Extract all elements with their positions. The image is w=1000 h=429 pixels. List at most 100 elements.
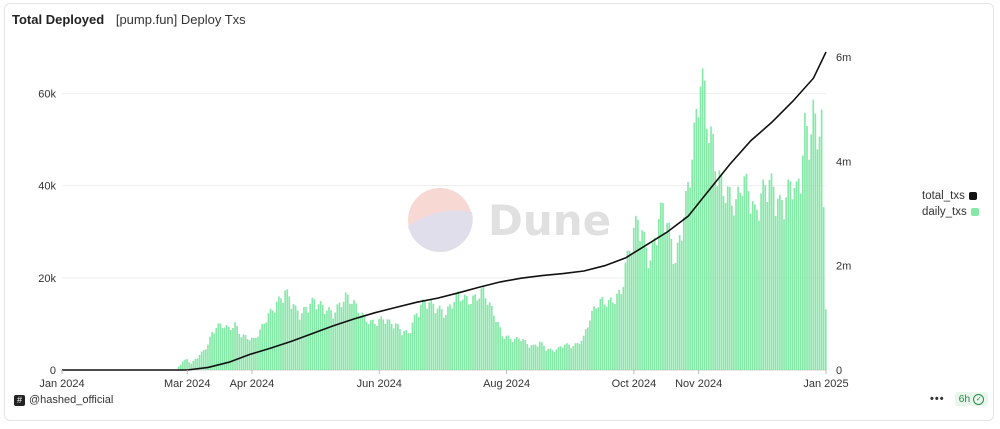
daily-bar — [313, 299, 316, 370]
daily-bar — [342, 301, 345, 370]
daily-bar — [728, 187, 731, 370]
daily-bar — [751, 201, 754, 370]
daily-bar — [789, 181, 792, 370]
daily-bar — [768, 180, 771, 370]
refresh-interval: 6h — [958, 393, 971, 405]
daily-bar — [524, 340, 527, 370]
daily-bar — [737, 186, 739, 370]
daily-bar — [422, 299, 424, 370]
daily-bar — [820, 109, 823, 371]
chart-legend: total_txs daily_txs — [922, 190, 979, 222]
daily-bar — [593, 306, 595, 370]
daily-bar — [574, 343, 577, 370]
daily-bar — [672, 264, 675, 370]
daily-bar — [419, 304, 422, 370]
legend-swatch — [970, 208, 979, 216]
more-options-icon[interactable]: ••• — [930, 393, 945, 405]
daily-bar — [733, 215, 735, 370]
daily-bar — [323, 313, 326, 370]
daily-bar — [453, 301, 456, 370]
daily-bar — [770, 173, 773, 370]
daily-bar — [211, 331, 213, 370]
daily-bar — [666, 223, 668, 370]
daily-bar — [442, 317, 445, 370]
daily-bar — [413, 314, 416, 370]
daily-bar — [257, 336, 259, 370]
daily-bar — [451, 308, 453, 370]
legend-label: daily_txs — [922, 206, 967, 218]
daily-bar — [449, 304, 451, 370]
daily-bar — [584, 329, 587, 370]
daily-bar — [576, 342, 579, 370]
daily-bar — [486, 304, 489, 370]
daily-bar — [668, 222, 671, 370]
daily-bar — [716, 186, 719, 370]
daily-bar — [660, 202, 662, 370]
daily-bar — [543, 345, 545, 370]
x-tick-label: Jan 2025 — [803, 378, 848, 390]
daily-bar — [349, 303, 351, 370]
daily-bar — [678, 234, 681, 370]
daily-bar — [386, 319, 389, 370]
daily-bar — [265, 322, 268, 370]
daily-bar — [232, 327, 234, 370]
daily-bar — [426, 308, 428, 370]
daily-bar — [626, 250, 629, 370]
daily-bar — [436, 308, 439, 370]
daily-bar — [330, 310, 332, 370]
daily-bar — [808, 159, 810, 370]
legend-item-daily[interactable]: daily_txs — [922, 206, 979, 218]
daily-bar — [655, 245, 658, 370]
daily-bar — [795, 181, 798, 370]
daily-bar — [478, 298, 481, 370]
daily-bar — [559, 346, 562, 370]
daily-bar — [647, 268, 650, 370]
author-handle: @hashed_official — [29, 394, 114, 406]
daily-bar — [278, 296, 280, 370]
daily-bar — [643, 231, 646, 370]
daily-bar — [549, 348, 552, 370]
daily-bar — [472, 295, 474, 370]
x-tick-label: Jun 2024 — [357, 378, 402, 390]
daily-bar — [689, 187, 691, 370]
daily-bar — [388, 319, 391, 370]
daily-bar — [810, 134, 813, 370]
legend-item-total[interactable]: total_txs — [922, 190, 979, 202]
daily-bar — [561, 347, 564, 370]
daily-bar — [440, 309, 443, 370]
daily-bar — [225, 325, 228, 370]
x-tick-label: Jan 2024 — [39, 378, 84, 390]
daily-bar — [599, 298, 602, 370]
daily-bar — [572, 346, 575, 370]
daily-bar — [595, 308, 598, 370]
daily-bar — [259, 329, 261, 370]
daily-bar — [499, 327, 501, 370]
daily-bar — [589, 320, 591, 370]
daily-bar — [580, 340, 583, 370]
daily-bar — [263, 323, 266, 370]
y-left-tick-label: 40k — [38, 181, 56, 193]
total-txs-line — [62, 51, 827, 371]
author-credit[interactable]: # @hashed_official — [14, 394, 113, 406]
daily-bar — [298, 319, 301, 370]
daily-bar — [568, 344, 570, 370]
daily-bar — [242, 334, 245, 370]
daily-bar — [582, 335, 585, 370]
daily-bar — [674, 262, 677, 370]
daily-bar — [762, 179, 765, 370]
daily-bar — [616, 293, 618, 370]
refresh-badge[interactable]: 6h ✓ — [954, 392, 989, 406]
check-circle-icon: ✓ — [973, 393, 985, 405]
daily-bar — [708, 143, 710, 370]
daily-bar — [182, 361, 184, 370]
daily-bar — [204, 349, 207, 370]
daily-bar — [662, 203, 664, 370]
daily-bar — [553, 351, 556, 370]
y-right-tick-label: 0 — [836, 365, 842, 377]
daily-bar — [490, 305, 493, 370]
daily-bar — [255, 337, 257, 370]
daily-bar — [651, 242, 654, 370]
dune-logo-lower — [408, 210, 473, 252]
y-right-tick-label: 4m — [836, 156, 851, 168]
daily-bar — [620, 294, 623, 370]
